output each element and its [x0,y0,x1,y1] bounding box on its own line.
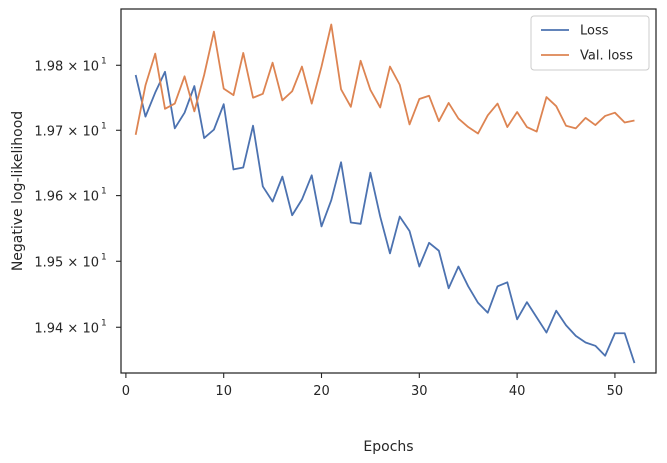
x-tick-label: 30 [411,384,428,399]
plot-area-frame [120,8,657,374]
y-tick-label: 1.98 × 10 [34,59,99,74]
legend-label-loss: Loss [580,24,609,39]
y-tick-exponent: 1 [101,187,107,197]
y-tick-label: 1.95 × 10 [34,255,99,270]
y-tick-exponent: 1 [101,318,107,328]
x-axis: 0 10 20 30 40 50 [122,373,623,399]
x-tick-label: 20 [313,384,330,399]
legend-label-val-loss: Val. loss [580,49,633,64]
x-axis-label: Epochs [363,439,413,455]
series-line-val-loss [134,23,635,136]
x-tick-label: 0 [122,384,130,399]
series-line-loss [134,70,636,364]
y-tick-label: 1.96 × 10 [34,190,99,205]
y-tick-exponent: 1 [101,56,107,66]
y-tick-exponent: 1 [101,252,107,262]
y-tick-label: 1.94 × 10 [34,321,99,336]
series-layer [134,23,636,364]
x-tick-label: 40 [509,384,526,399]
y-tick-exponent: 1 [101,121,107,131]
y-axis: 1.94 × 10 11.95 × 10 11.96 × 10 11.97 × 10 1… [34,56,121,336]
x-tick-label: 10 [215,384,232,399]
x-tick-label: 50 [607,384,624,399]
y-tick-label: 1.97 × 10 [34,124,99,139]
legend: Loss Val. loss [530,15,650,71]
y-axis-label: Negative log-likelihood [10,111,26,271]
